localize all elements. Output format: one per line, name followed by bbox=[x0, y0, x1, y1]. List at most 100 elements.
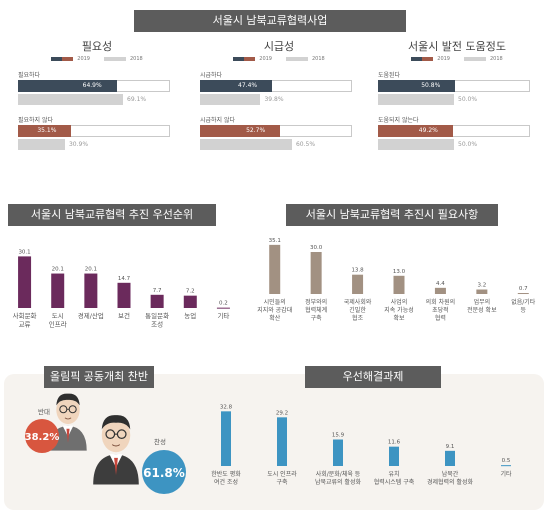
bar-fill-2019 bbox=[18, 80, 117, 92]
category-label: 남북간 경제협력의 활성화 bbox=[427, 470, 474, 486]
bar bbox=[51, 273, 65, 308]
legend-label-2018: 2018 bbox=[130, 56, 143, 62]
legend-item-2018: 2018 bbox=[464, 56, 503, 62]
bar-fill-2019 bbox=[200, 125, 281, 137]
bar bbox=[393, 275, 405, 294]
bar-fill-2018 bbox=[200, 139, 292, 150]
for-circle bbox=[142, 450, 186, 494]
legend-swatch-2018 bbox=[464, 57, 486, 61]
column-title: 필요성 bbox=[81, 40, 113, 53]
bar-2019: 47.4% bbox=[200, 80, 352, 92]
bar-value-2018: 60.5% bbox=[295, 141, 316, 148]
bar-fill-2019 bbox=[378, 80, 456, 92]
category-label: 시민들의 지지와 공감대 확산 bbox=[257, 298, 292, 322]
bar-value-2019: 47.4% bbox=[238, 82, 258, 89]
bar bbox=[269, 244, 281, 294]
bar-2018: 30.9% bbox=[18, 139, 170, 150]
bar-fill-2018 bbox=[378, 139, 454, 150]
person-for bbox=[93, 415, 139, 485]
legend-item-2018: 2018 bbox=[104, 56, 143, 62]
value-label: 13.8 bbox=[351, 268, 364, 274]
bar-fill-2018 bbox=[18, 94, 124, 105]
value-label: 0.7 bbox=[519, 286, 528, 292]
row-label: 도움되지 않는다 bbox=[378, 117, 419, 124]
value-label: 7.2 bbox=[186, 289, 195, 295]
category-label: 업무의 전문성 확보 bbox=[467, 298, 497, 314]
priority-title: 서울시 남북교류협력 추진 우선순위 bbox=[30, 208, 194, 221]
value-label: 35.1 bbox=[269, 238, 281, 244]
value-label: 29.2 bbox=[276, 410, 288, 416]
bar-value-2018: 30.9% bbox=[68, 141, 89, 148]
value-label: 0.2 bbox=[219, 301, 228, 307]
legend-label-2019: 2019 bbox=[259, 56, 272, 62]
bar-2019: 35.1% bbox=[18, 125, 170, 137]
main-title: 서울시 남북교류협력사업 bbox=[212, 14, 328, 27]
legend-label-2019: 2019 bbox=[77, 56, 90, 62]
column-title: 시급성 bbox=[263, 40, 295, 53]
bar bbox=[517, 293, 529, 295]
bottom-panel bbox=[4, 374, 544, 510]
bar-2019: 50.8% bbox=[378, 80, 530, 92]
bar-2019: 49.2% bbox=[378, 125, 530, 137]
bar bbox=[221, 411, 231, 466]
bar-value-2018: 50.0% bbox=[458, 96, 478, 103]
bar bbox=[84, 273, 98, 308]
bar-fill-2018 bbox=[378, 94, 454, 105]
category-label: 사회/문화/체육 등 남북교류의 활성화 bbox=[315, 470, 362, 486]
comparison-column: 필요성 2019 2018 필요하다 64.9% 69.1% 필요하지 않다 35.1% 30.… bbox=[18, 38, 176, 150]
legend: 2019 2018 bbox=[18, 54, 176, 64]
row-label: 시급하지 않다 bbox=[200, 117, 236, 124]
bar bbox=[501, 465, 511, 467]
bar-2018: 60.5% bbox=[200, 139, 352, 150]
bar-fill-2018 bbox=[200, 94, 261, 105]
row-label: 시급하다 bbox=[200, 72, 223, 79]
bar-fill-2019 bbox=[18, 125, 72, 137]
category-label: 한반도 평화 여건 조성 bbox=[211, 470, 241, 486]
comparison-column: 시급성 2019 2018 시급하다 47.4% 39.8% 시급하지 않다 52.7% 60.… bbox=[200, 38, 358, 150]
legend-item-2019: 2019 bbox=[51, 56, 90, 62]
bar bbox=[18, 256, 32, 308]
legend-label-2018: 2018 bbox=[490, 56, 503, 62]
bar-value-2018: 39.8% bbox=[264, 96, 284, 103]
bar bbox=[389, 446, 399, 466]
comparison-column: 서울시 발전 도움정도 2019 2018 도움된다 50.8% 50.0% 도움되지 않는… bbox=[378, 38, 536, 150]
priority-chart: 30.1 사회문화 교류 20.1 도시 인프라 20.1 경제/산업 14.7 보건 7.7 통일문… bbox=[4, 232, 244, 364]
bar-2018: 69.1% bbox=[18, 94, 170, 105]
for-label: 찬성 bbox=[154, 437, 166, 446]
value-label: 15.9 bbox=[332, 433, 345, 439]
legend-label-2019: 2019 bbox=[437, 56, 450, 62]
task-title-banner: 우선해결과제 bbox=[305, 366, 441, 388]
value-label: 20.1 bbox=[85, 267, 97, 273]
legend: 2019 2018 bbox=[378, 54, 536, 64]
value-label: 13.0 bbox=[393, 269, 406, 275]
legend-swatch-2019 bbox=[51, 57, 74, 61]
legend-swatch-2018 bbox=[104, 57, 126, 61]
row-label: 필요하다 bbox=[18, 72, 41, 79]
bar-value-2019: 50.8% bbox=[421, 82, 441, 89]
bar bbox=[476, 289, 488, 294]
category-label: 사회문화 교류 bbox=[13, 311, 37, 329]
bar-2018: 50.0% bbox=[378, 94, 530, 105]
needs-chart: 35.1 시민들의 지지와 공감대 확산 30.0 정부와의 협력체계 구축 13.8 국제사회와… bbox=[252, 232, 546, 364]
legend-label-2018: 2018 bbox=[312, 56, 325, 62]
bar-2018: 50.0% bbox=[378, 139, 530, 150]
legend-swatch-2019 bbox=[411, 57, 434, 61]
bar bbox=[277, 417, 287, 466]
bar bbox=[150, 294, 164, 308]
bar bbox=[216, 307, 230, 309]
legend-item-2019: 2019 bbox=[233, 56, 272, 62]
against-label: 반대 bbox=[38, 407, 50, 416]
category-label: 국제사회와 긴밀한 협조 bbox=[344, 298, 372, 322]
category-label: 도시 인프라 구축 bbox=[267, 470, 297, 486]
category-label: 기타 bbox=[217, 311, 229, 320]
value-label: 0.5 bbox=[502, 458, 511, 464]
bar bbox=[117, 282, 131, 308]
bar-value-2018: 50.0% bbox=[458, 141, 478, 148]
bar-2018: 39.8% bbox=[200, 94, 352, 105]
bar bbox=[434, 287, 446, 294]
against-value: 38.2% bbox=[25, 432, 60, 443]
value-label: 7.7 bbox=[153, 288, 162, 294]
person-against bbox=[49, 393, 87, 451]
bar-2019: 64.9% bbox=[18, 80, 170, 92]
category-label: 기타 bbox=[500, 470, 512, 478]
